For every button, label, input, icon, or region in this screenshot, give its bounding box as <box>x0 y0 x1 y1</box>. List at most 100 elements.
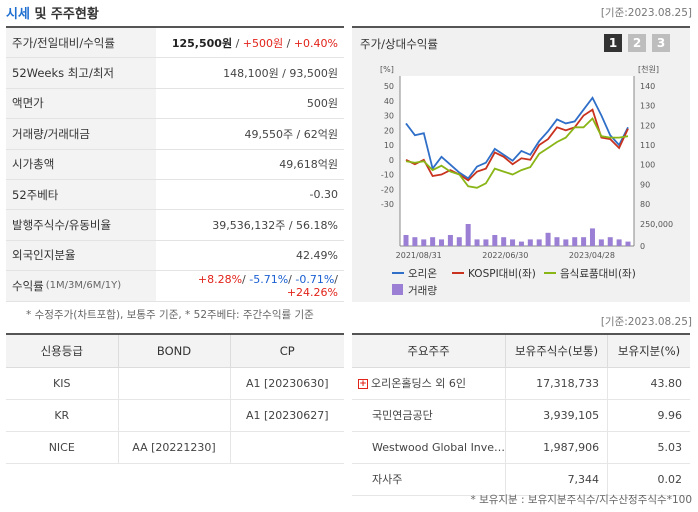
base-date-2: [기준:2023.08.25] <box>600 316 692 328</box>
table-row: KIS A1 [20230630] <box>6 367 344 400</box>
volume-bar <box>447 235 453 246</box>
quote-row: 52주베타 -0.30 <box>6 179 344 211</box>
volume-bar <box>474 239 480 246</box>
quote-value: -0.30 <box>309 188 338 202</box>
quote-table: 주가/전일대비/수익률 125,500원 / +500원 / +0.40% 52… <box>6 26 344 302</box>
credit-bond <box>117 367 230 400</box>
quote-value: 49,618억원 <box>279 158 338 172</box>
credit-agency: KR <box>6 399 118 432</box>
holders-note: * 보유지분 : 보유지분주식수/지수산정주식수*100 <box>470 494 692 506</box>
quote-row: 52Weeks 최고/최저 148,100원 / 93,500원 <box>6 58 344 89</box>
credit-agency: NICE <box>6 431 118 464</box>
volume-bar <box>483 239 489 246</box>
x-tick-label: 2021/08/31 <box>396 251 442 260</box>
stock-chart: [%] [천원]50403020100-10-20-301401301201101… <box>380 64 673 297</box>
credit-header: CP <box>229 335 344 368</box>
quote-value: 500원 <box>306 97 338 111</box>
credit-bond: AA [20221230] <box>117 431 230 464</box>
credit-header: BOND <box>117 335 230 368</box>
y-left-tick-label: -30 <box>381 200 394 209</box>
y-right-tick-label: 80 <box>640 200 650 209</box>
quote-row: 외국인지분율 42.49% <box>6 240 344 272</box>
series-line <box>405 96 629 180</box>
volume-bar <box>598 239 604 246</box>
expand-plus-icon[interactable]: + <box>358 379 368 389</box>
quote-label: 52주베타 <box>6 179 156 210</box>
y-right-tick-label: 120 <box>640 121 655 130</box>
x-tick-label: 2022/06/30 <box>482 251 528 260</box>
volume-bar <box>625 241 631 246</box>
volume-bar <box>412 237 418 246</box>
volume-bar <box>581 237 587 246</box>
quote-label: 액면가 <box>6 88 156 119</box>
legend-label: KOSPI대비(좌) <box>468 268 536 280</box>
legend-label: 거래량 <box>408 285 437 297</box>
y-left-unit: [%] <box>380 65 394 74</box>
volume-bar <box>536 239 542 246</box>
volume-bar <box>572 237 578 246</box>
chart-panel: 주가/상대수익률 1 2 3 [%] [천원] 50 40 30 20 10 0 -10 -20-… <box>352 26 690 302</box>
y-right-tick-label: 140 <box>640 82 655 91</box>
legend-label: 음식료품대비(좌) <box>560 268 636 280</box>
volume-bar <box>616 239 622 246</box>
credit-cp: A1 [20230627] <box>229 399 344 432</box>
table-row: 국민연금공단 3,939,105 9.96 <box>352 399 690 432</box>
volume-bar <box>465 224 471 246</box>
quote-row: 액면가 500원 <box>6 88 344 120</box>
y-right-tick-label: 100 <box>640 161 655 170</box>
y-left-tick-label: 30 <box>384 112 394 121</box>
credit-agency: KIS <box>6 367 118 400</box>
quote-value: 148,100원 / 93,500원 <box>223 67 338 81</box>
y-right-tick-label: 130 <box>640 102 655 111</box>
y-left-tick-label: 10 <box>384 141 394 150</box>
volume-bar <box>510 239 516 246</box>
quote-value: 42.49% <box>296 248 338 262</box>
legend-label: 오리온 <box>408 268 437 280</box>
chart-page-1-button[interactable]: 1 <box>604 34 622 52</box>
volume-bar <box>492 235 498 246</box>
y-right-unit: [천원] <box>638 64 659 74</box>
quote-label: 시가총액 <box>6 149 156 179</box>
table-row: KR A1 [20230627] <box>6 399 344 432</box>
volume-bar <box>439 239 445 246</box>
quote-label: 거래량/거래대금 <box>6 119 156 149</box>
table-row: Westwood Global Inve… 1,987,906 5.03 <box>352 431 690 464</box>
volume-zero-label: 0 <box>640 242 645 251</box>
credit-bond <box>117 399 230 432</box>
credit-cp <box>229 431 344 464</box>
volume-bar <box>607 237 613 246</box>
y-left-tick-label: -20 <box>381 185 394 194</box>
chart-page-3-button[interactable]: 3 <box>652 34 670 52</box>
quote-row-price: 주가/전일대비/수익률 125,500원 / +500원 / +0.40% <box>6 28 344 59</box>
credit-header: 신용등급 <box>6 335 118 368</box>
quote-value: 49,550주 / 62억원 <box>244 127 338 141</box>
volume-bar <box>518 241 524 246</box>
quote-row: 시가총액 49,618억원 <box>6 149 344 180</box>
volume-bar <box>563 239 569 246</box>
holder-pct: 9.96 <box>607 399 690 432</box>
credit-rating-table: 신용등급 BOND CP KIS A1 [20230630] KR A1 [20… <box>6 333 344 464</box>
quote-label: 발행주식수/유동비율 <box>6 210 156 240</box>
table-row: + 오리온홀딩스 외 6인 17,318,733 43.80 <box>352 367 690 400</box>
holder-shares: 3,939,105 <box>505 399 608 432</box>
holder-name: Westwood Global Inve… <box>352 431 506 464</box>
volume-bar <box>403 235 409 246</box>
y-left-tick-label: 0 <box>389 156 394 165</box>
chart-title: 주가/상대수익률 <box>360 37 438 51</box>
y-left-tick-label: -10 <box>381 171 394 180</box>
quote-value: +8.28%/ -5.71%/ -0.71%/ +24.26% <box>197 272 338 299</box>
y-left-tick-label: 20 <box>384 126 394 135</box>
holder-name: + 오리온홀딩스 외 6인 <box>352 367 506 400</box>
credit-cp: A1 [20230630] <box>229 367 344 400</box>
chart-page-2-button[interactable]: 2 <box>628 34 646 52</box>
table-row: 자사주 7,344 0.02 <box>352 463 690 496</box>
quote-note: * 수정주가(차트포함), 보통주 기준, * 52주베타: 주간수익률 기준 <box>26 309 314 321</box>
volume-bar <box>421 239 427 246</box>
quote-value: 125,500원 / +500원 / +0.40% <box>171 36 338 50</box>
holders-header: 보유주식수(보통) <box>505 335 608 368</box>
volume-bar <box>430 237 436 246</box>
holder-shares: 17,318,733 <box>505 367 608 400</box>
x-tick-label: 2023/04/28 <box>569 251 615 260</box>
holder-shares: 1,987,906 <box>505 431 608 464</box>
quote-label: 52Weeks 최고/최저 <box>6 58 156 88</box>
